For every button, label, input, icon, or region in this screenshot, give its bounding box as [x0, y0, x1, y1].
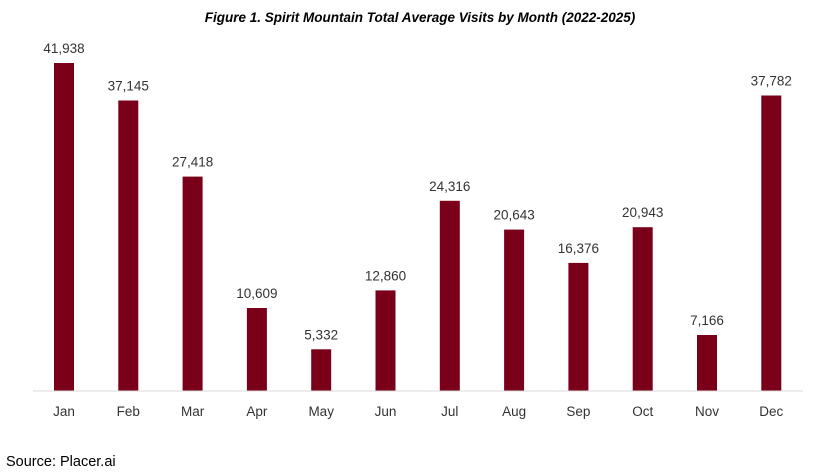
x-tick-labels-group: Jan Feb Mar Apr May Jun Jul Aug Sep Oct Nov Dec: [53, 404, 783, 419]
bar-nov: [697, 335, 717, 391]
x-tick-label-dec: Dec: [759, 404, 783, 419]
value-label-mar: 27,418: [172, 155, 213, 170]
bar-dec: [761, 95, 782, 391]
x-tick-label-aug: Aug: [502, 404, 526, 419]
value-label-aug: 20,643: [493, 208, 534, 223]
value-label-nov: 7,166: [690, 313, 724, 328]
bar-feb: [118, 100, 139, 391]
x-tick-label-nov: Nov: [695, 404, 719, 419]
bar-may: [311, 349, 332, 391]
bar-jan: [54, 63, 74, 391]
value-label-apr: 10,609: [236, 286, 277, 301]
bar-jul: [439, 200, 460, 391]
x-tick-label-jun: Jun: [375, 404, 397, 419]
bar-aug: [504, 229, 525, 391]
x-tick-label-sep: Sep: [566, 404, 590, 419]
x-tick-label-apr: Apr: [246, 404, 268, 419]
value-label-jul: 24,316: [429, 179, 470, 194]
x-tick-label-jul: Jul: [441, 404, 458, 419]
x-tick-label-oct: Oct: [632, 404, 653, 419]
bar-apr: [246, 308, 267, 391]
value-labels-group: 41,938 37,145 27,418 10,609 5,332 12,860 24,31…: [43, 41, 792, 342]
value-label-may: 5,332: [304, 327, 338, 342]
chart-title: Figure 1. Spirit Mountain Total Average …: [205, 10, 636, 25]
bar-oct: [632, 227, 653, 391]
value-label-jun: 12,860: [365, 268, 406, 283]
value-label-sep: 16,376: [558, 241, 599, 256]
value-label-feb: 37,145: [108, 79, 149, 94]
bar-jun: [375, 290, 396, 391]
value-label-jan: 41,938: [43, 41, 84, 56]
x-tick-label-jan: Jan: [53, 404, 75, 419]
x-tick-label-may: May: [308, 404, 334, 419]
x-tick-label-feb: Feb: [117, 404, 140, 419]
bars-group: [54, 63, 782, 391]
bar-mar: [182, 176, 203, 391]
bar-sep: [568, 262, 589, 391]
value-label-oct: 20,943: [622, 205, 663, 220]
x-tick-label-mar: Mar: [181, 404, 205, 419]
value-label-dec: 37,782: [751, 74, 792, 89]
source-note: Source: Placer.ai: [6, 454, 116, 470]
